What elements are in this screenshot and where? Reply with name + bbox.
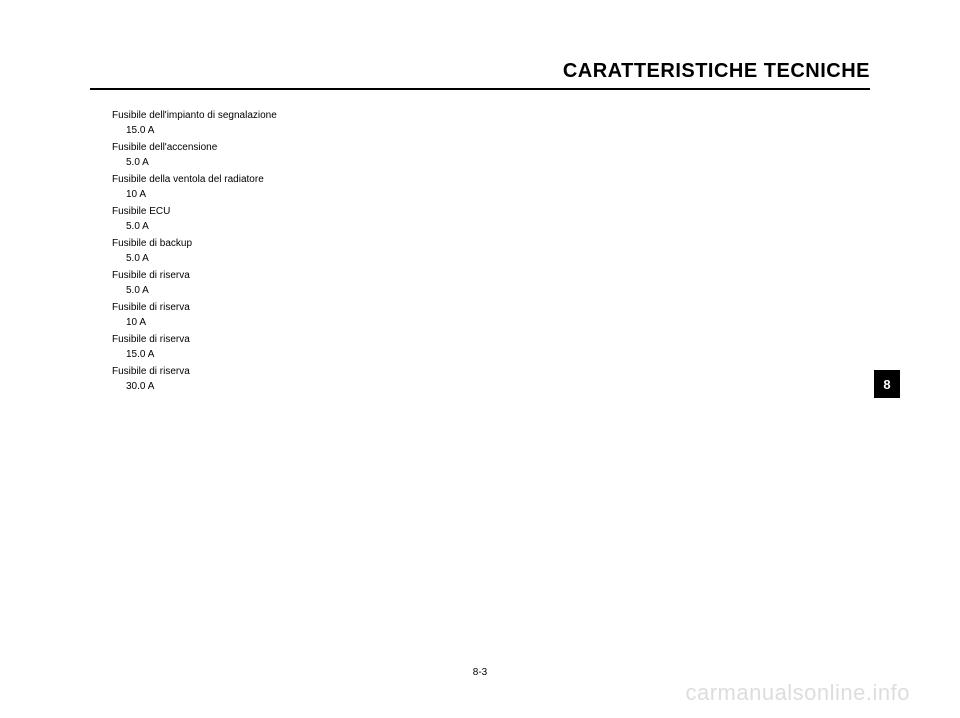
spec-value: 10 A bbox=[112, 187, 870, 202]
page-container: CARATTERISTICHE TECNICHE Fusibile dell'i… bbox=[0, 0, 960, 718]
spec-row: Fusibile della ventola del radiatore 10 … bbox=[112, 172, 870, 202]
spec-value: 15.0 A bbox=[112, 123, 870, 138]
spec-row: Fusibile di riserva 30.0 A bbox=[112, 364, 870, 394]
spec-label: Fusibile di riserva bbox=[112, 364, 870, 379]
spec-value: 15.0 A bbox=[112, 347, 870, 362]
spec-row: Fusibile ECU 5.0 A bbox=[112, 204, 870, 234]
spec-value: 5.0 A bbox=[112, 251, 870, 266]
spec-row: Fusibile di riserva 15.0 A bbox=[112, 332, 870, 362]
spec-label: Fusibile di riserva bbox=[112, 332, 870, 347]
watermark-text: carmanualsonline.info bbox=[685, 680, 910, 706]
spec-value: 30.0 A bbox=[112, 379, 870, 394]
spec-label: Fusibile della ventola del radiatore bbox=[112, 172, 870, 187]
spec-label: Fusibile di riserva bbox=[112, 300, 870, 315]
spec-value: 5.0 A bbox=[112, 283, 870, 298]
spec-label: Fusibile ECU bbox=[112, 204, 870, 219]
page-title: CARATTERISTICHE TECNICHE bbox=[90, 60, 870, 90]
spec-label: Fusibile di riserva bbox=[112, 268, 870, 283]
spec-label: Fusibile dell'impianto di segnalazione bbox=[112, 108, 870, 123]
spec-value: 10 A bbox=[112, 315, 870, 330]
specs-list: Fusibile dell'impianto di segnalazione 1… bbox=[90, 108, 870, 394]
spec-row: Fusibile dell'accensione 5.0 A bbox=[112, 140, 870, 170]
spec-row: Fusibile dell'impianto di segnalazione 1… bbox=[112, 108, 870, 138]
spec-label: Fusibile di backup bbox=[112, 236, 870, 251]
chapter-indicator: 8 bbox=[874, 370, 900, 398]
spec-value: 5.0 A bbox=[112, 219, 870, 234]
spec-row: Fusibile di backup 5.0 A bbox=[112, 236, 870, 266]
spec-label: Fusibile dell'accensione bbox=[112, 140, 870, 155]
spec-row: Fusibile di riserva 5.0 A bbox=[112, 268, 870, 298]
spec-value: 5.0 A bbox=[112, 155, 870, 170]
page-number: 8-3 bbox=[473, 667, 487, 678]
spec-row: Fusibile di riserva 10 A bbox=[112, 300, 870, 330]
